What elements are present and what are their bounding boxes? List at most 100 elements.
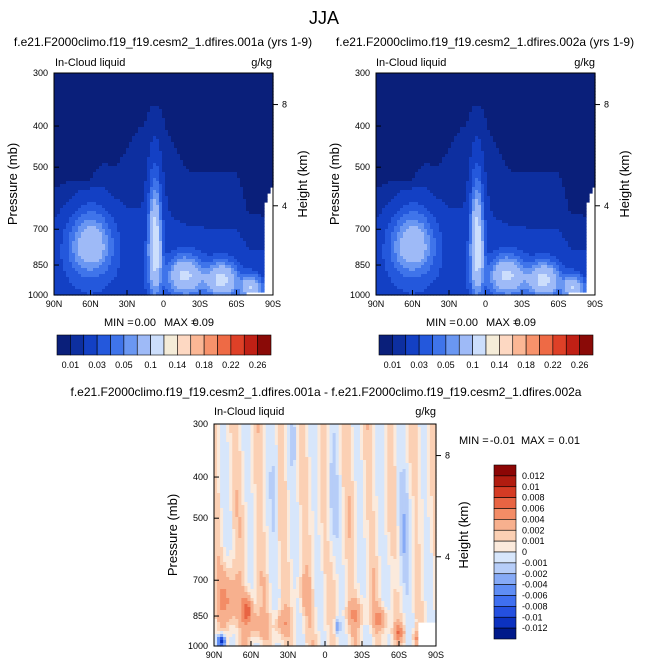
contour-cell [183,85,187,89]
contour-cell [96,139,100,143]
contour-cell [240,115,244,119]
contour-cell [117,136,121,140]
contour-cell [225,73,229,77]
contour-cell [168,145,172,149]
contour-cell [192,118,196,122]
contour-cell [102,112,106,116]
contour-cell [111,145,115,149]
contour-cell [219,157,223,161]
contour-cell [147,112,151,116]
contour-cell [156,112,160,116]
contour-cell [237,163,241,167]
contour-cell [72,76,76,80]
contour-cell [219,112,223,116]
contour-cell [78,73,82,77]
contour-cell [222,109,226,113]
contour-cell [147,154,151,158]
contour-cell [63,85,67,89]
contour-cell [243,148,247,152]
contour-cell [201,178,205,182]
contour-cell [207,82,211,86]
contour-cell [219,142,223,146]
contour-cell [111,118,115,122]
contour-cell [186,115,190,119]
contour-cell [138,118,142,122]
contour-cell [57,127,61,131]
contour-cell [63,88,67,92]
contour-cell [195,130,199,134]
contour-cell [207,148,211,152]
contour-cell [168,142,172,146]
contour-cell [117,166,121,170]
contour-cell [105,100,109,104]
contour-cell [219,145,223,149]
contour-cell [117,157,121,161]
contour-cell [60,154,64,158]
contour-cell [225,121,229,125]
contour-cell [159,127,163,131]
contour-cell [132,73,136,77]
contour-cell [240,148,244,152]
contour-cell [138,124,142,128]
contour-cell [171,97,175,101]
contour-cell [63,91,67,95]
contour-cell [141,109,145,113]
contour-cell [216,115,220,119]
contour-cell [234,151,238,155]
contour-cell [252,79,256,83]
contour-cell [123,121,127,125]
contour-cell [60,76,64,80]
contour-cell [240,85,244,89]
contour-cell [120,112,124,116]
contour-cell [204,79,208,83]
contour-cell [132,145,136,149]
contour-cell [93,121,97,125]
contour-cell [57,145,61,149]
contour-cell [120,109,124,113]
contour-cell [105,91,109,95]
contour-cell [261,94,265,98]
contour-cell [63,163,67,167]
contour-cell [171,175,175,179]
contour-cell [174,151,178,155]
contour-cell [219,94,223,98]
contour-cell [63,103,67,107]
contour-cell [159,172,163,176]
contour-cell [135,178,139,182]
contour-cell [216,103,220,107]
contour-cell [192,166,196,170]
contour-cell [102,139,106,143]
contour-cell [63,154,67,158]
contour-cell [183,142,187,146]
contour-cell [144,106,148,110]
contour-cell [252,112,256,116]
contour-cell [189,73,193,77]
contour-cell [183,139,187,143]
contour-cell [195,124,199,128]
contour-cell [204,103,208,107]
contour-cell [120,130,124,134]
contour-cell [138,133,142,137]
contour-cell [225,76,229,80]
contour-cell [147,160,151,164]
contour-cell [213,97,217,101]
contour-cell [192,145,196,149]
contour-cell [165,142,169,146]
contour-cell [66,94,70,98]
contour-cell [117,172,121,176]
contour-cell [135,175,139,179]
contour-cell [180,76,184,80]
contour-cell [84,79,88,83]
contour-cell [204,88,208,92]
contour-cell [105,157,109,161]
contour-cell [141,157,145,161]
contour-cell [231,160,235,164]
contour-cell [69,100,73,104]
contour-cell [156,100,160,104]
contour-cell [168,133,172,137]
contour-cell [258,127,262,131]
contour-cell [150,139,154,143]
contour-cell [132,130,136,134]
contour-cell [180,91,184,95]
contour-cell [150,118,154,122]
